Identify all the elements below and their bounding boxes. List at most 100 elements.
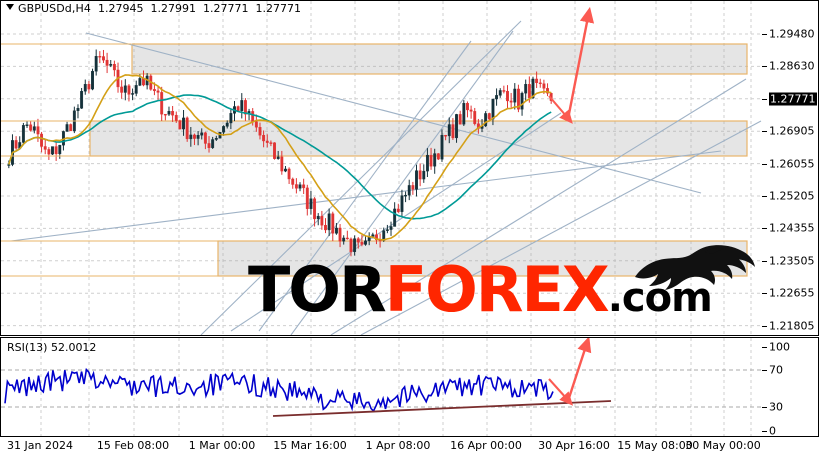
candlestick xyxy=(258,127,262,136)
candlestick xyxy=(83,84,87,92)
candlestick xyxy=(411,185,415,190)
rsi-indicator-panel[interactable]: 100 70 30 0 RSI(13) 52.0012 xyxy=(0,337,819,437)
candlestick xyxy=(287,168,291,180)
candlestick xyxy=(516,88,520,110)
forecast-up-arrow xyxy=(566,6,595,120)
candlestick xyxy=(105,59,109,66)
price-axis-label: 1.26905 xyxy=(769,124,815,138)
candlestick xyxy=(466,103,469,111)
candlestick xyxy=(345,237,349,240)
price-plot-area[interactable]: TORFOREX.com xyxy=(1,1,763,335)
candlestick xyxy=(51,146,54,155)
candlestick xyxy=(491,98,495,120)
candlestick xyxy=(520,92,524,110)
candlestick xyxy=(302,184,306,189)
price-axis-label: 1.28630 xyxy=(769,59,815,73)
candlestick xyxy=(316,215,320,220)
candlestick xyxy=(167,111,171,115)
candlestick xyxy=(506,90,509,102)
candlestick xyxy=(487,113,491,120)
candlestick xyxy=(418,170,422,180)
trend-channel-lines xyxy=(10,20,762,335)
candlestick xyxy=(404,194,408,197)
price-chart-panel[interactable]: TORFOREX.com 1.29480 1.28630 1.27771 1.2690… xyxy=(0,0,819,336)
candlestick xyxy=(451,124,455,139)
price-axis-label: 1.25205 xyxy=(769,189,815,203)
candlestick xyxy=(36,126,40,135)
candlestick xyxy=(112,63,116,71)
rsi-axis-label: 70 xyxy=(769,363,783,377)
horizontal-price-levels xyxy=(1,43,218,277)
candlestick xyxy=(211,139,215,148)
candlestick xyxy=(163,113,167,116)
candlestick xyxy=(54,146,58,155)
candlestick xyxy=(509,100,513,103)
candlestick xyxy=(429,154,433,167)
price-axis: 1.29480 1.28630 1.27771 1.26905 1.26055 1.252… xyxy=(762,1,818,335)
candlestick xyxy=(458,114,462,125)
rsi-tick xyxy=(762,431,767,432)
moving-average-fast xyxy=(8,74,552,241)
candlestick xyxy=(29,124,33,131)
price-tick xyxy=(762,163,767,165)
candlestick xyxy=(527,84,531,99)
current-price-label: 1.27771 xyxy=(769,92,817,106)
price-axis-label: 1.24355 xyxy=(769,221,815,235)
candlestick xyxy=(98,56,102,58)
price-tick xyxy=(762,34,767,35)
candlestick xyxy=(123,85,127,93)
price-tick xyxy=(762,98,767,100)
candlestick xyxy=(371,234,375,237)
candlestick xyxy=(189,134,193,140)
time-axis-label: 15 Feb 08:00 xyxy=(96,439,170,452)
rsi-axis-label: 30 xyxy=(769,400,783,414)
symbol-label: GBPUSDd,H4 xyxy=(18,2,91,15)
candlestick xyxy=(262,135,266,142)
symbol-quote-line: GBPUSDd,H4 1.27945 1.27991 1.27771 1.27771 xyxy=(6,2,301,15)
candlestick xyxy=(120,86,124,93)
rsi-plot-area[interactable] xyxy=(1,338,763,436)
candlestick xyxy=(473,111,477,124)
candlestick xyxy=(32,126,36,131)
candlestick xyxy=(131,93,135,95)
price-tick xyxy=(762,293,767,295)
candlestick xyxy=(342,237,346,242)
candlestick xyxy=(69,124,73,132)
candlestick xyxy=(40,133,44,147)
horizontal-gridlines xyxy=(1,33,763,327)
price-tick xyxy=(762,325,767,327)
candlestick xyxy=(182,117,185,130)
channel-line xyxy=(258,40,472,332)
candlestick xyxy=(109,63,113,66)
candlestick xyxy=(291,178,295,185)
candlestick xyxy=(91,71,94,90)
candlestick xyxy=(185,117,189,140)
candlestick xyxy=(313,198,317,220)
rsi-line xyxy=(4,367,554,413)
candlestick xyxy=(436,153,440,160)
quote-open: 1.27945 xyxy=(97,2,144,15)
candlestick xyxy=(353,238,357,253)
candlestick xyxy=(324,225,327,231)
candlestick xyxy=(407,185,411,196)
supply-zone-upper xyxy=(131,43,748,75)
candlestick xyxy=(203,132,207,144)
candlestick xyxy=(138,78,142,86)
triangle-down-icon[interactable] xyxy=(6,4,14,10)
channel-line xyxy=(290,30,514,335)
candlestick xyxy=(455,114,458,139)
candlestick xyxy=(298,184,302,189)
candlestick xyxy=(7,164,11,166)
candlestick xyxy=(21,125,25,143)
candlestick xyxy=(389,226,393,230)
rsi-axis-label: 0 xyxy=(769,424,776,437)
price-tick xyxy=(762,228,767,230)
candlestick xyxy=(524,84,528,94)
candlestick xyxy=(207,143,211,148)
candlestick xyxy=(65,124,69,132)
quote-close: 1.27771 xyxy=(255,2,301,15)
candlestick xyxy=(294,184,298,189)
rsi-indicator-label: RSI(13) 52.0012 xyxy=(7,341,97,354)
candlestick xyxy=(502,90,506,92)
